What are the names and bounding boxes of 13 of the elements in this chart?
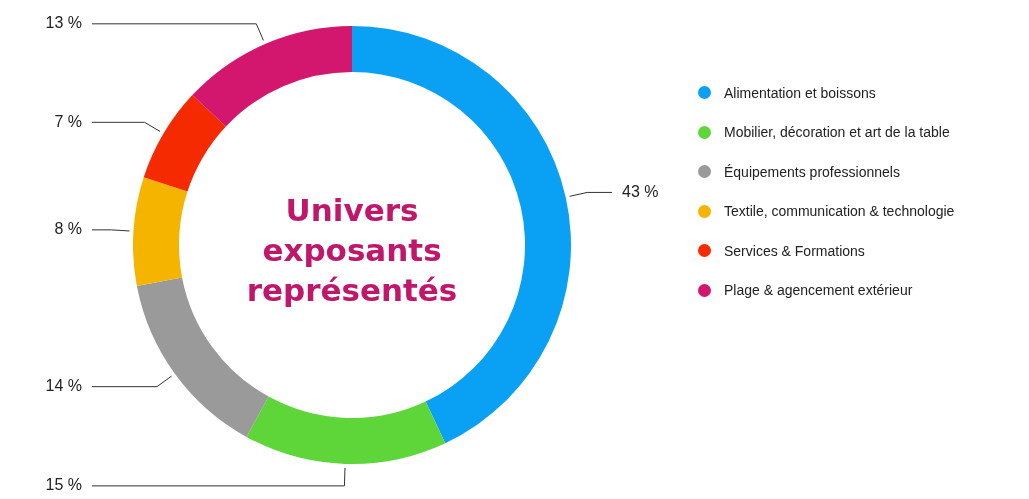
legend-label: Plage & agencement extérieur bbox=[724, 282, 913, 299]
data-label: 15 % bbox=[45, 476, 82, 494]
legend-label: Textile, communication & technologie bbox=[724, 203, 955, 220]
legend-label: Équipements professionnels bbox=[724, 163, 900, 180]
legend-label: Mobilier, décoration et art de la table bbox=[724, 124, 950, 141]
legend-label: Services & Formations bbox=[724, 242, 865, 259]
legend-label: Alimentation et boissons bbox=[724, 84, 876, 101]
data-label: 8 % bbox=[54, 220, 82, 238]
data-label: 43 % bbox=[622, 182, 659, 200]
data-label: 14 % bbox=[45, 377, 82, 395]
data-label: 13 % bbox=[45, 14, 82, 32]
text: Univers exposants représentés bbox=[245, 191, 459, 310]
data-label: 7 % bbox=[54, 112, 82, 130]
